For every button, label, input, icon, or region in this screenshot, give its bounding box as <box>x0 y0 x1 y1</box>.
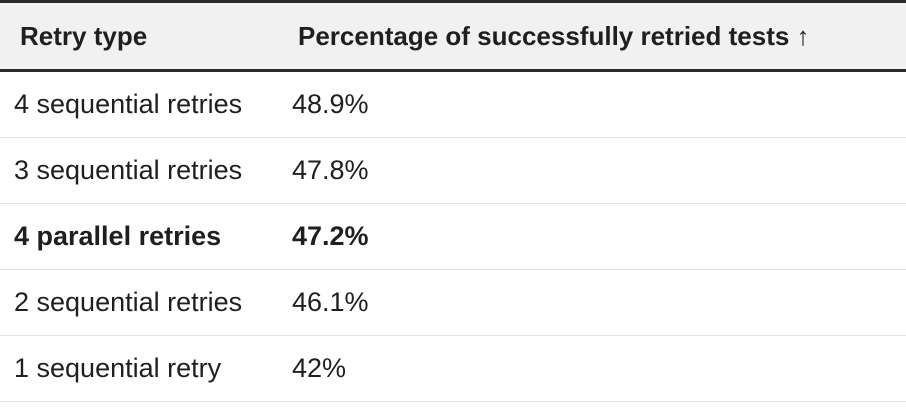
cell-percentage: 48.9% <box>282 70 906 138</box>
cell-percentage: 47.2% <box>282 203 906 270</box>
table-body: 4 sequential retries 48.9% 3 sequential … <box>0 70 906 402</box>
cell-percentage: 42% <box>282 335 906 402</box>
table-row: 4 parallel retries 47.2% <box>0 203 906 270</box>
table-row: 3 sequential retries 47.8% <box>0 137 906 204</box>
cell-percentage: 47.8% <box>282 137 906 204</box>
cell-retry-type: 2 sequential retries <box>0 269 282 336</box>
header-row: Retry type Percentage of successfully re… <box>0 0 906 72</box>
table-row: 2 sequential retries 46.1% <box>0 269 906 336</box>
table-row: 4 sequential retries 48.9% <box>0 70 906 138</box>
header-retry-type[interactable]: Retry type <box>0 0 282 72</box>
cell-retry-type: 3 sequential retries <box>0 137 282 204</box>
cell-retry-type: 4 sequential retries <box>0 70 282 138</box>
table-row: 1 sequential retry 42% <box>0 335 906 402</box>
cell-retry-type: 4 parallel retries <box>0 203 282 270</box>
table-header: Retry type Percentage of successfully re… <box>0 0 906 72</box>
results-table: Retry type Percentage of successfully re… <box>0 0 906 402</box>
cell-percentage: 46.1% <box>282 269 906 336</box>
cell-retry-type: 1 sequential retry <box>0 335 282 402</box>
header-percentage-sortable[interactable]: Percentage of successfully retried tests… <box>282 0 906 72</box>
